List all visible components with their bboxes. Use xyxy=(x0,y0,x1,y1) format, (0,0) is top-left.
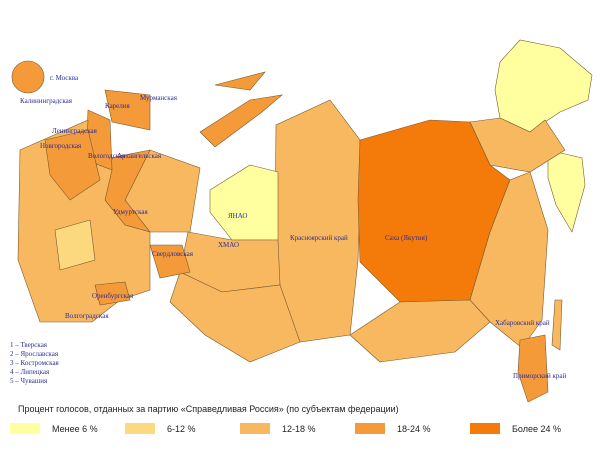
region xyxy=(349,299,491,363)
region xyxy=(199,94,284,148)
legend-swatch xyxy=(240,423,270,434)
region xyxy=(94,281,131,306)
legend-swatch xyxy=(470,423,500,434)
region xyxy=(517,334,549,403)
region-label: Оренбургская xyxy=(92,292,134,300)
region-label: Волгоградская xyxy=(65,312,109,320)
legend-label: 18-24 % xyxy=(397,424,431,434)
region xyxy=(44,129,101,201)
region-label: Калининградская xyxy=(20,97,73,105)
legend-label: Менее 6 % xyxy=(52,424,98,434)
region-label: Свердловская xyxy=(152,250,194,258)
region xyxy=(494,39,593,133)
moscow-label: г. Москва xyxy=(50,74,79,82)
region-label: Хабаровский край xyxy=(495,319,550,327)
legend-label: Более 24 % xyxy=(512,424,561,434)
region xyxy=(551,299,563,351)
legend-swatch xyxy=(125,423,155,434)
region xyxy=(104,89,151,131)
region xyxy=(209,164,279,241)
region-label: ХМАО xyxy=(218,241,239,249)
region-label: Ленинградская xyxy=(52,127,98,135)
legend-title: Процент голосов, отданных за партию «Спр… xyxy=(18,404,399,414)
region-label: Приморский край xyxy=(513,372,566,380)
legend-label: 6-12 % xyxy=(167,424,196,434)
region-label: ЯНАО xyxy=(228,212,248,220)
list-item: 2 – Ярославская xyxy=(10,350,59,358)
list-item: 3 – Костромская xyxy=(10,359,60,367)
region xyxy=(169,271,301,363)
region-label: Карелия xyxy=(105,102,131,110)
legend-label: 12-18 % xyxy=(282,424,316,434)
region xyxy=(214,71,266,91)
region xyxy=(547,149,586,233)
region-label: Красноярский край xyxy=(290,234,348,242)
region-label: Новгородская xyxy=(40,142,82,150)
list-item: 5 – Чувашия xyxy=(10,377,48,385)
region xyxy=(149,244,191,279)
moscow-marker xyxy=(11,60,45,94)
region xyxy=(469,117,566,173)
region-label: Удмуртская xyxy=(113,208,149,216)
region-label: Архангельская xyxy=(117,152,162,160)
region xyxy=(274,99,361,343)
list-item: 1 – Тверская xyxy=(10,341,48,349)
legend-swatch xyxy=(355,423,385,434)
legend-swatch xyxy=(10,423,40,434)
region xyxy=(54,219,96,271)
region-label: Вологодская xyxy=(88,152,126,160)
list-item: 4 – Липецкая xyxy=(10,368,50,376)
region-label: Мурманская xyxy=(140,94,178,102)
region-label: Саха (Якутия) xyxy=(385,234,428,242)
